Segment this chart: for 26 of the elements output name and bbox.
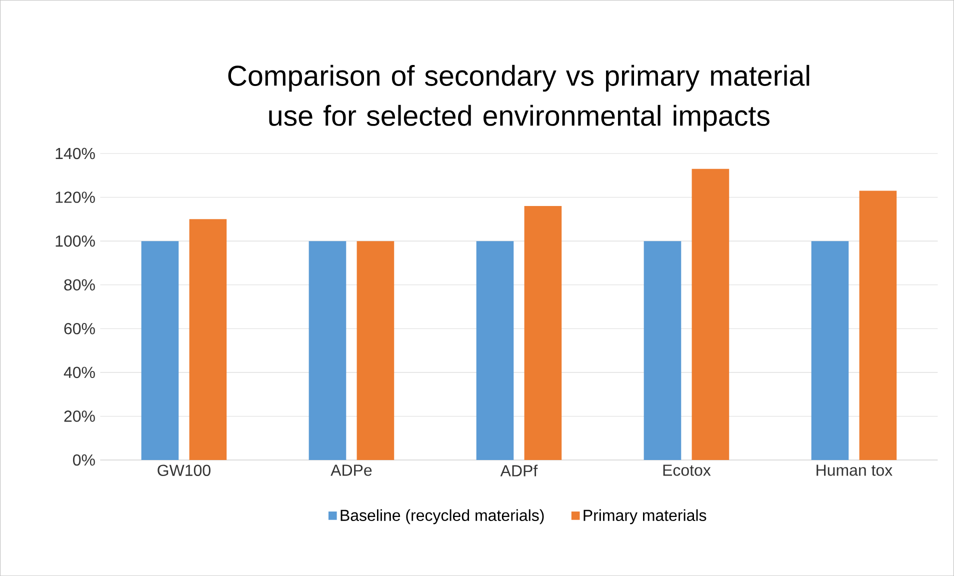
bar	[524, 206, 562, 460]
bar	[141, 240, 179, 460]
bar	[189, 219, 227, 460]
y-tick-label: 60%	[64, 322, 95, 334]
legend-label: Baseline (recycled materials)	[340, 509, 544, 524]
x-tick-label: ADPf	[500, 464, 538, 476]
x-tick-label: ADPe	[330, 464, 372, 476]
legend-label: Primary materials	[584, 509, 706, 524]
y-tick-label: 100%	[56, 235, 95, 247]
x-tick-label: Ecotox	[663, 464, 711, 476]
bar	[692, 168, 730, 460]
bar	[811, 240, 849, 460]
bar	[476, 240, 514, 460]
y-tick-label: 120%	[56, 192, 95, 203]
bar	[644, 240, 682, 460]
y-tick-label: 40%	[64, 366, 95, 378]
bar	[308, 240, 346, 460]
y-tick-label: 0%	[73, 454, 95, 466]
bar	[859, 190, 897, 460]
y-tick-label: 140%	[56, 148, 95, 160]
bar	[356, 240, 394, 460]
chart-title: Comparison of secondary vs primary material use for selected environmental impacts	[228, 64, 810, 132]
x-tick-label: Human tox	[816, 464, 892, 476]
y-tick-label: 80%	[64, 279, 95, 290]
y-tick-label: 20%	[64, 410, 95, 422]
x-tick-label: GW100	[158, 464, 210, 476]
